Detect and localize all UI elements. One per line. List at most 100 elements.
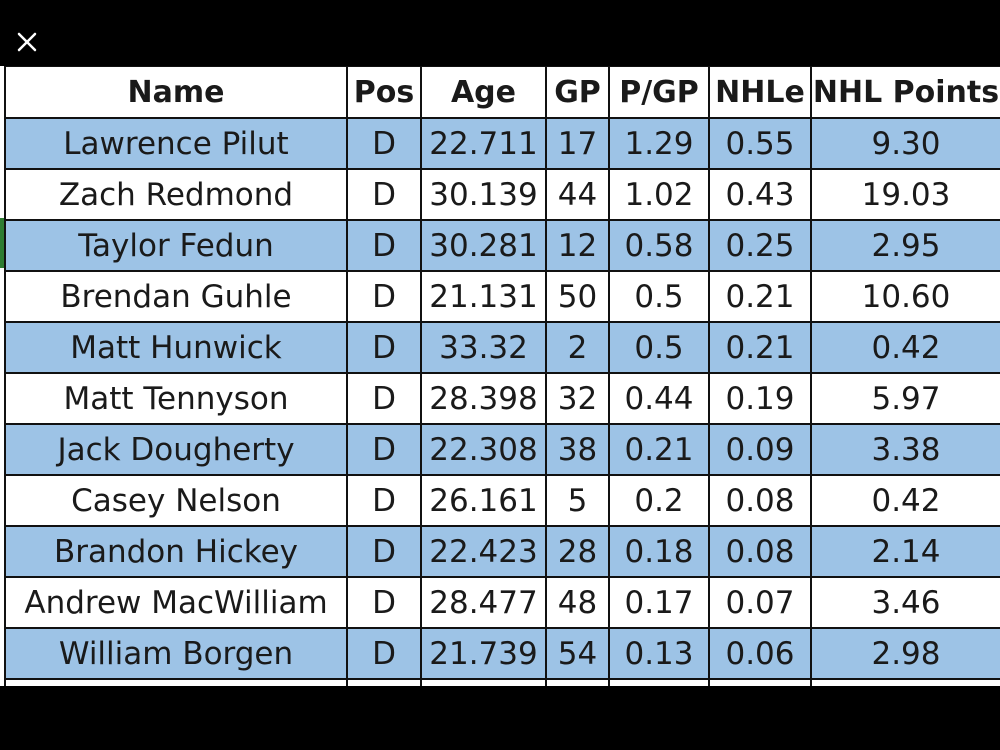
- cell-nhle: 0.19: [708, 372, 812, 425]
- cell-age: 26.161: [420, 474, 547, 527]
- cell-name: Casey Nelson: [4, 474, 348, 527]
- cell-nhl-points: 2.14: [810, 525, 1000, 578]
- cell-name: Brendan Guhle: [4, 270, 348, 323]
- cell-name: Lawrence Pilut: [4, 117, 348, 170]
- cell-nhle: 0.09: [708, 423, 812, 476]
- cell-pgp: 0.17: [608, 576, 710, 629]
- cell-age: 33.32: [420, 321, 547, 374]
- cell-nhle: 0.08: [708, 525, 812, 578]
- table-row: Taylor Fedun D 30.281 12 0.58 0.25 2.95: [4, 219, 1000, 272]
- table-cell-empty: [346, 678, 422, 686]
- active-row-marker: [0, 218, 4, 268]
- table-cell-empty: [810, 678, 1000, 686]
- cell-nhle: 0.21: [708, 270, 812, 323]
- cell-gp: 2: [545, 321, 610, 374]
- close-icon: [17, 32, 37, 52]
- table-row: Jack Dougherty D 22.308 38 0.21 0.09 3.38: [4, 423, 1000, 476]
- cell-nhl-points: 2.95: [810, 219, 1000, 272]
- cell-nhle: 0.21: [708, 321, 812, 374]
- cell-nhl-points: 2.98: [810, 627, 1000, 680]
- cell-age: 22.308: [420, 423, 547, 476]
- cell-age: 28.477: [420, 576, 547, 629]
- cell-gp: 17: [545, 117, 610, 170]
- cell-age: 28.398: [420, 372, 547, 425]
- table-cell-empty: [708, 678, 812, 686]
- cell-nhle: 0.55: [708, 117, 812, 170]
- cell-pos: D: [346, 168, 422, 221]
- table-cell-empty: [420, 678, 547, 686]
- header-row: Name Pos Age GP P/GP NHLe NHL Points: [4, 66, 1000, 119]
- cell-nhl-points: 19.03: [810, 168, 1000, 221]
- cell-pgp: 0.58: [608, 219, 710, 272]
- table-row: Casey Nelson D 26.161 5 0.2 0.08 0.42: [4, 474, 1000, 527]
- table-row: Andrew MacWilliam D 28.477 48 0.17 0.07 3.46: [4, 576, 1000, 629]
- cell-pos: D: [346, 627, 422, 680]
- cell-pos: D: [346, 270, 422, 323]
- cell-nhl-points: 10.60: [810, 270, 1000, 323]
- table-row: Matt Hunwick D 33.32 2 0.5 0.21 0.42: [4, 321, 1000, 374]
- cell-nhl-points: 3.38: [810, 423, 1000, 476]
- cell-gp: 50: [545, 270, 610, 323]
- cell-name: William Borgen: [4, 627, 348, 680]
- header-pos: Pos: [346, 66, 422, 119]
- spreadsheet-photo: Name Pos Age GP P/GP NHLe NHL Points Lawrence …: [0, 66, 1000, 686]
- cell-pos: D: [346, 321, 422, 374]
- cell-gp: 5: [545, 474, 610, 527]
- table-cell-empty: [608, 678, 710, 686]
- cell-gp: 28: [545, 525, 610, 578]
- cell-nhle: 0.25: [708, 219, 812, 272]
- table-row-partial: [4, 678, 1000, 686]
- cell-pos: D: [346, 474, 422, 527]
- cell-name: Matt Tennyson: [4, 372, 348, 425]
- table-row: Lawrence Pilut D 22.711 17 1.29 0.55 9.30: [4, 117, 1000, 170]
- cell-pgp: 1.29: [608, 117, 710, 170]
- cell-pgp: 0.44: [608, 372, 710, 425]
- header-gp: GP: [545, 66, 610, 119]
- cell-pos: D: [346, 423, 422, 476]
- header-name: Name: [4, 66, 348, 119]
- stats-table: Name Pos Age GP P/GP NHLe NHL Points Lawrence …: [4, 66, 1000, 686]
- cell-gp: 48: [545, 576, 610, 629]
- table-row: Brandon Hickey D 22.423 28 0.18 0.08 2.14: [4, 525, 1000, 578]
- cell-name: Zach Redmond: [4, 168, 348, 221]
- cell-nhle: 0.07: [708, 576, 812, 629]
- cell-nhle: 0.43: [708, 168, 812, 221]
- table-cell-empty: [545, 678, 610, 686]
- cell-nhl-points: 0.42: [810, 321, 1000, 374]
- cell-age: 22.711: [420, 117, 547, 170]
- cell-pos: D: [346, 525, 422, 578]
- cell-gp: 54: [545, 627, 610, 680]
- table-row: Brendan Guhle D 21.131 50 0.5 0.21 10.60: [4, 270, 1000, 323]
- cell-pgp: 0.18: [608, 525, 710, 578]
- cell-age: 22.423: [420, 525, 547, 578]
- cell-pgp: 0.21: [608, 423, 710, 476]
- cell-name: Jack Dougherty: [4, 423, 348, 476]
- cell-age: 30.281: [420, 219, 547, 272]
- cell-gp: 44: [545, 168, 610, 221]
- table-cell-empty: [4, 678, 348, 686]
- row-edge-strip: [0, 66, 4, 686]
- cell-nhle: 0.08: [708, 474, 812, 527]
- cell-pgp: 0.2: [608, 474, 710, 527]
- cell-age: 21.131: [420, 270, 547, 323]
- cell-name: Andrew MacWilliam: [4, 576, 348, 629]
- table-row: Zach Redmond D 30.139 44 1.02 0.43 19.03: [4, 168, 1000, 221]
- cell-nhl-points: 9.30: [810, 117, 1000, 170]
- cell-nhle: 0.06: [708, 627, 812, 680]
- cell-pgp: 0.13: [608, 627, 710, 680]
- cell-nhl-points: 3.46: [810, 576, 1000, 629]
- cell-pgp: 0.5: [608, 321, 710, 374]
- table-row: Matt Tennyson D 28.398 32 0.44 0.19 5.97: [4, 372, 1000, 425]
- cell-nhl-points: 0.42: [810, 474, 1000, 527]
- table-body: Lawrence Pilut D 22.711 17 1.29 0.55 9.30 Zach …: [4, 117, 1000, 686]
- header-pgp: P/GP: [608, 66, 710, 119]
- cell-gp: 38: [545, 423, 610, 476]
- table-row: William Borgen D 21.739 54 0.13 0.06 2.98: [4, 627, 1000, 680]
- close-button[interactable]: [12, 27, 42, 57]
- cell-name: Brandon Hickey: [4, 525, 348, 578]
- cell-nhl-points: 5.97: [810, 372, 1000, 425]
- cell-gp: 32: [545, 372, 610, 425]
- cell-pgp: 0.5: [608, 270, 710, 323]
- cell-pos: D: [346, 219, 422, 272]
